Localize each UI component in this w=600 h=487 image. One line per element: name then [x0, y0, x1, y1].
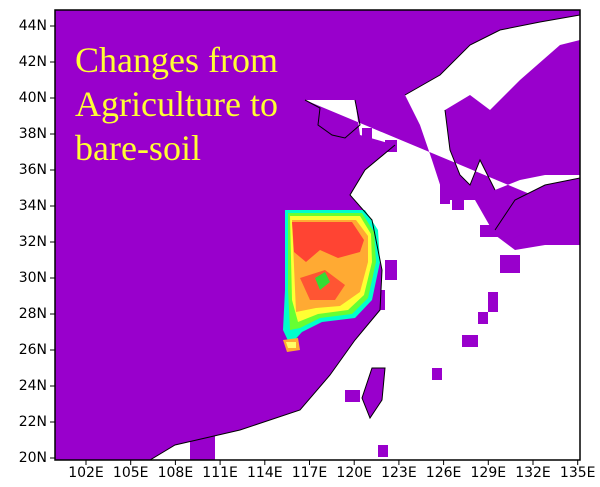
map-area — [55, 10, 580, 460]
japan — [495, 178, 580, 240]
lat-label: 30N — [19, 270, 47, 286]
lon-label: 135E — [560, 465, 596, 481]
lon-label: 102E — [68, 465, 104, 481]
scattered-cells — [160, 128, 520, 460]
map-title: Changes from — [75, 40, 278, 80]
lat-label: 20N — [19, 450, 47, 466]
lon-label: 123E — [381, 465, 417, 481]
frame — [54, 9, 581, 461]
map-title: Agriculture to — [75, 84, 278, 124]
lat-label: 36N — [19, 162, 47, 178]
lon-label: 108E — [158, 465, 194, 481]
lon-label: 114E — [247, 465, 283, 481]
lon-label: 111E — [202, 465, 238, 481]
lat-label: 28N — [19, 306, 47, 322]
lat-label: 32N — [19, 234, 47, 250]
lon-label: 120E — [336, 465, 372, 481]
lon-label: 132E — [515, 465, 551, 481]
lat-label: 40N — [19, 90, 47, 106]
lat-label: 44N — [19, 18, 47, 34]
lat-label: 24N — [19, 378, 47, 394]
lon-label: 105E — [113, 465, 149, 481]
lat-label: 26N — [19, 342, 47, 358]
lon-label: 126E — [426, 465, 462, 481]
map-title: bare-soil — [75, 128, 201, 168]
lat-label: 22N — [19, 414, 47, 430]
lon-label: 129E — [471, 465, 507, 481]
lat-label: 42N — [19, 54, 47, 70]
taiwan — [362, 368, 385, 418]
coastline — [149, 14, 580, 460]
sea — [150, 15, 580, 460]
change-field — [283, 210, 380, 352]
lat-label: 34N — [19, 198, 47, 214]
lat-label: 38N — [19, 126, 47, 142]
lon-label: 117E — [292, 465, 328, 481]
